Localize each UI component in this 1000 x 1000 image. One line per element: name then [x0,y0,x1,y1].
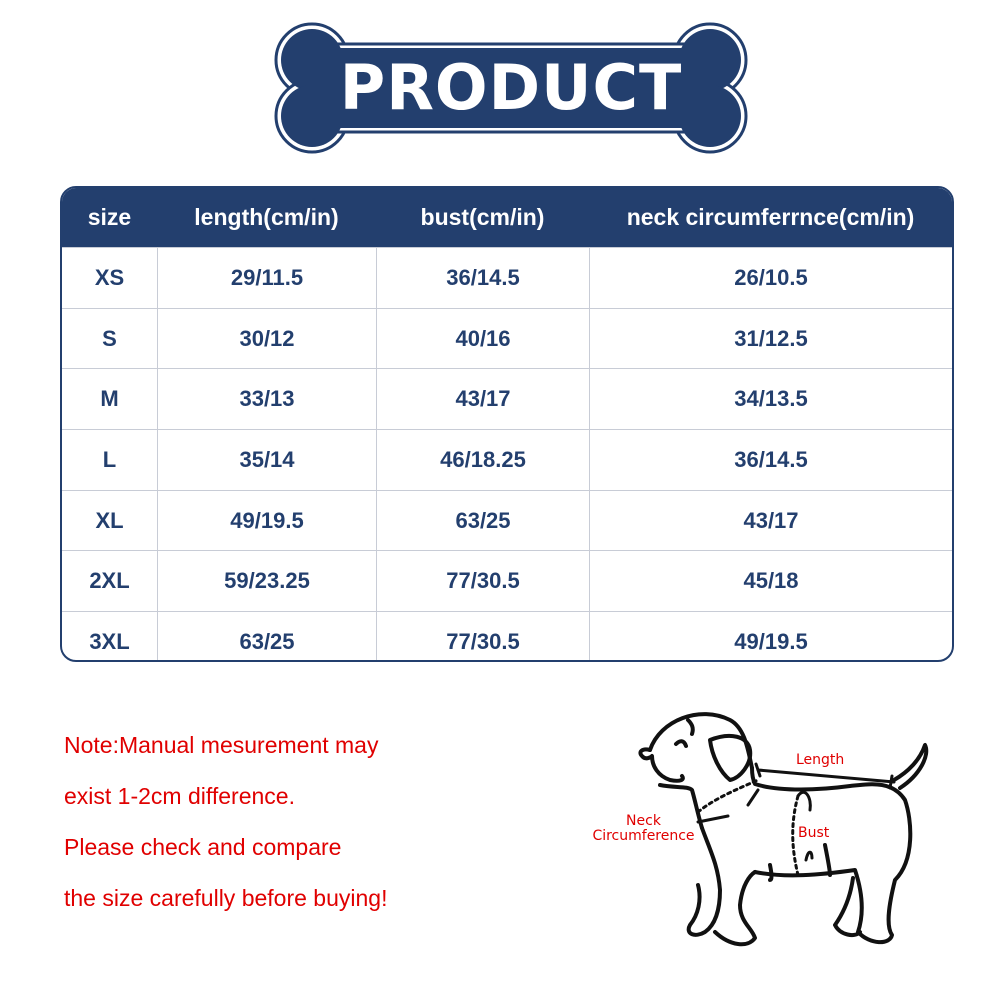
header-bust: bust(cm/in) [420,204,545,230]
cell-length: 59/23.25 [157,551,376,612]
table-row: XS 29/11.5 36/14.5 26/10.5 [62,247,952,308]
page-title: PRODUCT SIZE [339,51,683,200]
cell-size: XL [95,507,124,533]
cell-bust: 77/30.5 [376,612,589,660]
table-row: 2XL 59/23.25 77/30.5 45/18 [62,550,952,612]
size-table: size length(cm/in) bust(cm/in) neck circ… [60,186,954,662]
cell-neck: 43/17 [589,490,952,551]
neck-label-line-2: Circumference [592,828,695,844]
table-header: size length(cm/in) bust(cm/in) neck circ… [62,188,952,247]
cell-neck: 36/14.5 [589,430,952,490]
cell-neck: 26/10.5 [589,248,952,308]
cell-neck: 34/13.5 [589,369,952,430]
cell-bust: 40/16 [376,308,589,369]
table-row: L 35/14 46/18.25 36/14.5 [62,429,952,490]
cell-size: 2XL [89,568,130,594]
cell-bust: 63/25 [376,490,589,551]
table-row: 3XL 63/25 77/30.5 49/19.5 [62,611,952,660]
table-row: S 30/12 40/16 31/12.5 [62,307,952,369]
cell-neck: 45/18 [589,551,952,612]
note-line-2: exist 1-2cm difference. [64,783,295,809]
cell-neck: 49/19.5 [589,612,952,660]
cell-size: M [100,386,119,412]
cell-length: 29/11.5 [157,248,376,308]
cell-length: 33/13 [157,369,376,430]
bust-label: Bust [798,825,830,841]
length-label: Length [796,752,845,768]
cell-size: L [102,446,117,472]
neck-label-line-1: Neck [626,813,661,829]
cell-length: 63/25 [157,612,376,660]
header-length: length(cm/in) [194,204,339,230]
table-row: M 33/13 43/17 34/13.5 [62,368,952,430]
cell-neck: 31/12.5 [589,308,952,369]
note-line-4: the size carefully before buying! [64,885,388,911]
cell-size: XS [94,264,125,290]
header-neck: neck circumferrnce(cm/in) [626,204,915,230]
table-row: XL 49/19.5 63/25 43/17 [62,489,952,551]
cell-bust: 36/14.5 [376,248,589,308]
cell-length: 49/19.5 [157,490,376,551]
cell-length: 30/12 [157,308,376,369]
header-size: size [87,204,132,230]
note-line-3: Please check and compare [64,834,342,860]
bone-banner [274,22,748,154]
cell-size: 3XL [89,628,130,654]
cell-bust: 77/30.5 [376,551,589,612]
cell-bust: 43/17 [376,369,589,430]
cell-length: 35/14 [157,430,376,490]
cell-bust: 46/18.25 [376,430,589,490]
cell-size: S [102,325,117,351]
neck-circumference-label: Neck Circumference [586,814,701,844]
note-line-1: Note:Manual mesurement may [64,732,379,758]
dog-illustration [638,712,929,947]
